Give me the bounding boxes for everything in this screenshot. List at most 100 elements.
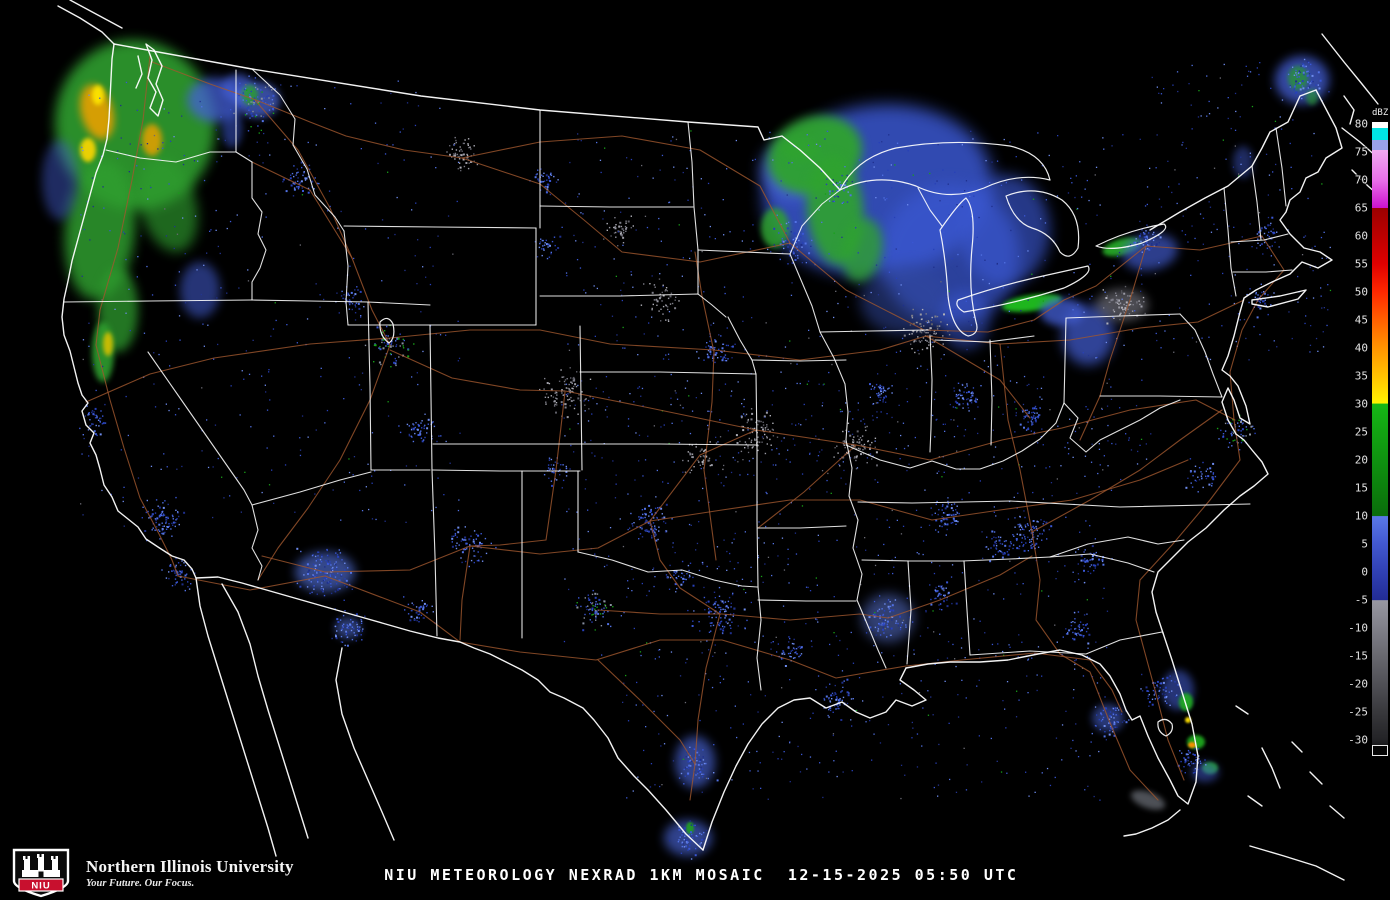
state-border xyxy=(1049,536,1185,558)
coastline xyxy=(145,43,164,117)
radar-echo xyxy=(103,332,113,356)
niu-branding: NIU Northern Illinois University Your Fu… xyxy=(10,848,294,898)
state-border xyxy=(845,402,1065,470)
radar-echo xyxy=(80,138,96,162)
interstate-road xyxy=(1079,245,1147,441)
state-border xyxy=(819,329,929,333)
state-border xyxy=(539,205,694,208)
coastline xyxy=(1151,89,1343,634)
state-border xyxy=(105,149,253,163)
interstate-road xyxy=(261,459,1189,573)
state-border xyxy=(1099,395,1223,398)
radar-echo xyxy=(222,108,242,148)
radar-echo xyxy=(1188,742,1196,748)
state-border xyxy=(934,335,1035,343)
colorbar-tick-30: 30 xyxy=(1354,397,1368,411)
state-borders-layer xyxy=(63,68,1293,691)
radar-echo xyxy=(960,175,1050,285)
colorbar-tick-35: 35 xyxy=(1354,369,1368,383)
state-border xyxy=(1063,399,1181,453)
lake-outline xyxy=(1005,190,1080,257)
colorbar-tick--25: -25 xyxy=(1348,705,1368,719)
colorbar-tick-55: 55 xyxy=(1354,257,1368,271)
radar-echo xyxy=(1185,717,1191,723)
state-border xyxy=(755,373,759,588)
coastline-layer xyxy=(57,0,1385,881)
state-border xyxy=(861,556,1051,562)
state-border xyxy=(687,121,699,251)
interstate-road xyxy=(461,135,791,244)
state-border xyxy=(756,586,762,691)
coastline xyxy=(1329,805,1345,819)
colorbar-tick-65: 65 xyxy=(1354,201,1368,215)
colorbar-tick--30: -30 xyxy=(1348,733,1368,747)
state-border xyxy=(251,471,372,506)
state-border xyxy=(929,334,933,453)
state-border xyxy=(1179,313,1223,398)
state-border xyxy=(1223,187,1237,297)
state-border xyxy=(63,299,253,303)
lake-outline xyxy=(939,197,978,337)
coastline xyxy=(195,577,277,857)
coastline xyxy=(1149,89,1317,231)
colorbar-tick-10: 10 xyxy=(1354,509,1368,523)
colorbar-tick-5: 5 xyxy=(1361,537,1368,551)
state-border xyxy=(251,161,267,301)
radar-echo xyxy=(64,160,136,300)
university-tagline: Your Future. Our Focus. xyxy=(86,877,195,889)
lake-outline xyxy=(1095,223,1167,249)
coastline xyxy=(57,5,115,45)
state-border xyxy=(789,189,841,255)
radar-echo xyxy=(1191,762,1219,782)
colorbar-tick-45: 45 xyxy=(1354,313,1368,327)
colorbar-tick--10: -10 xyxy=(1348,621,1368,635)
state-border xyxy=(757,525,847,529)
radar-echo xyxy=(92,85,104,105)
state-border xyxy=(1230,233,1289,243)
colorbar-tick-25: 25 xyxy=(1354,425,1368,439)
interstate-road xyxy=(694,251,717,561)
interstate-road xyxy=(177,575,1123,713)
coastline xyxy=(702,667,927,851)
coastline xyxy=(1251,289,1307,308)
interstate-road xyxy=(925,335,1031,419)
state-border xyxy=(343,225,537,229)
radar-echo xyxy=(42,140,78,220)
colorbar-end-box xyxy=(1372,745,1388,756)
lakes-layer xyxy=(379,141,1173,737)
colorbar-tick-20: 20 xyxy=(1354,453,1368,467)
colorbar-tick-60: 60 xyxy=(1354,229,1368,243)
state-border xyxy=(989,339,993,446)
state-border xyxy=(1275,127,1287,207)
state-border xyxy=(963,560,971,656)
interstate-road xyxy=(1031,409,1223,533)
state-border xyxy=(432,443,757,446)
state-border xyxy=(539,293,727,318)
interstate-road xyxy=(597,659,696,765)
colorbar-tick-0: 0 xyxy=(1361,565,1368,579)
state-border xyxy=(1251,165,1262,241)
colorbar-tick-50: 50 xyxy=(1354,285,1368,299)
interstate-road xyxy=(151,61,1263,333)
colorbar-tick-80: 80 xyxy=(1354,117,1368,131)
interstate-roads-layer xyxy=(85,55,1285,801)
state-border xyxy=(857,500,1011,504)
lake-outline xyxy=(1157,718,1173,737)
radar-echo xyxy=(79,84,115,140)
interstate-road xyxy=(95,55,179,577)
state-border xyxy=(1049,553,1155,573)
coastline xyxy=(1309,771,1323,785)
state-border xyxy=(1063,317,1067,404)
interstate-road xyxy=(649,429,757,522)
radar-echo xyxy=(940,290,990,350)
state-border xyxy=(1065,313,1181,319)
radar-echo xyxy=(1130,790,1166,810)
coastline xyxy=(1343,95,1355,125)
reflectivity-colorbar: dBZ 80 75 70 65 60 55 50 45 40 35 30 25 20 15 10 5 0 -5 -1… xyxy=(1348,108,1388,757)
interstate-road xyxy=(254,99,391,581)
colorbar-tick--5: -5 xyxy=(1354,593,1368,607)
interstate-road xyxy=(649,520,721,801)
radar-echo-layer xyxy=(42,40,1329,856)
coastline xyxy=(113,43,841,191)
state-border xyxy=(1009,500,1251,508)
